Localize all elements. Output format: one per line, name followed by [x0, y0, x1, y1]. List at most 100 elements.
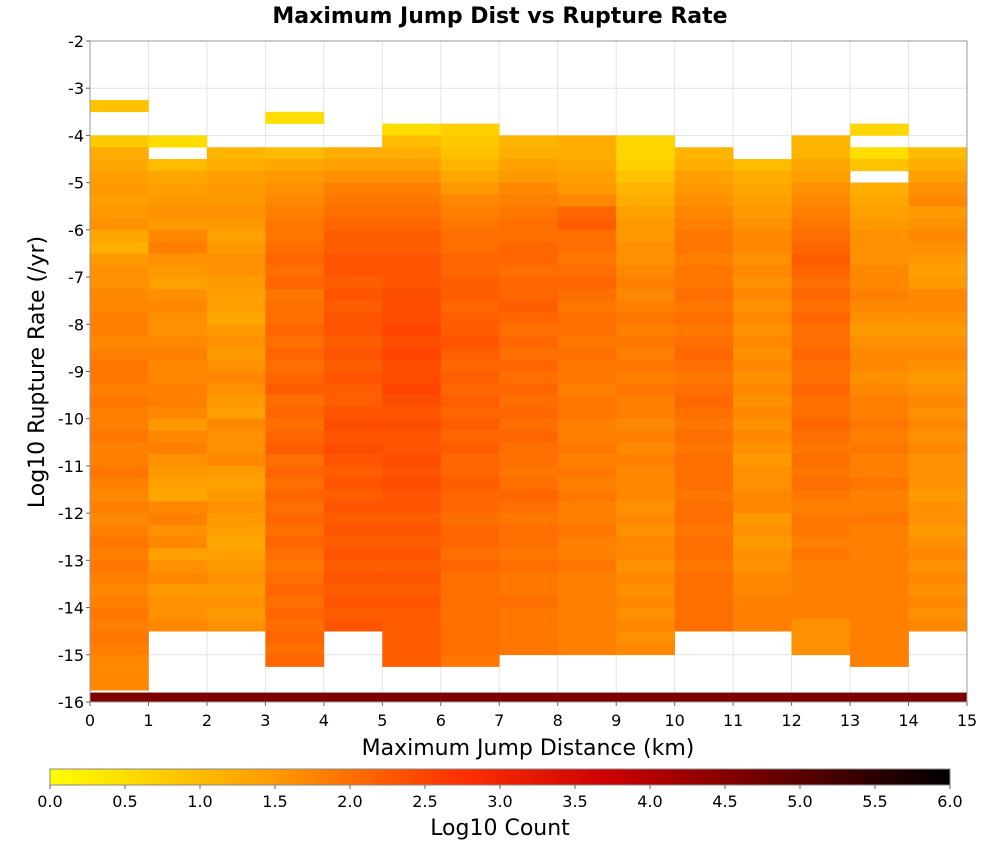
heatmap-cell — [674, 182, 734, 195]
heatmap-cell — [323, 465, 383, 479]
heatmap-cell — [90, 513, 149, 526]
heatmap-cell — [265, 406, 325, 420]
heatmap-cell — [206, 513, 266, 526]
heatmap-cell — [557, 182, 617, 195]
heatmap-cell — [674, 383, 734, 396]
heatmap-cell — [908, 583, 968, 597]
heatmap-cell — [382, 642, 442, 656]
heatmap-cell — [557, 324, 617, 337]
heatmap-cell — [323, 336, 383, 349]
heatmap-cell — [674, 288, 734, 301]
heatmap-cell — [557, 206, 617, 219]
heatmap-cell — [382, 631, 442, 644]
heatmap-cell — [382, 406, 442, 420]
heatmap-cell — [674, 159, 734, 172]
heatmap-cell — [791, 265, 851, 278]
heatmap-cell — [440, 336, 500, 349]
heatmap-cell — [440, 123, 500, 136]
heatmap-cell — [265, 560, 325, 573]
heatmap-cell — [265, 654, 325, 667]
heatmap-cell — [148, 583, 208, 597]
heatmap-cell — [382, 465, 442, 479]
heatmap-cell — [382, 135, 442, 148]
heatmap-cell — [499, 194, 559, 207]
heatmap-cell — [90, 336, 149, 349]
heatmap-cell — [148, 454, 208, 467]
heatmap-cell — [148, 607, 208, 620]
heatmap-cell — [206, 454, 266, 467]
heatmap-cell — [382, 206, 442, 219]
heatmap-cell — [908, 595, 968, 608]
heatmap-cell — [791, 454, 851, 467]
heatmap-cell — [616, 383, 675, 396]
y-tick-label: -11 — [58, 457, 84, 476]
heatmap-cell — [850, 194, 909, 207]
heatmap-cell — [440, 324, 500, 337]
colorbar-tick-label: 0.0 — [37, 792, 62, 811]
heatmap-cell — [850, 229, 909, 242]
heatmap-cell — [733, 159, 792, 172]
heatmap-cell — [323, 194, 383, 207]
heatmap-cell — [674, 371, 734, 384]
heatmap-cell — [382, 194, 442, 207]
heatmap-cell — [90, 418, 149, 431]
heatmap-cell — [733, 477, 792, 490]
heatmap-cell — [616, 347, 675, 360]
heatmap-cell — [90, 607, 149, 620]
heatmap-cell — [908, 619, 968, 632]
heatmap-cell — [791, 371, 851, 384]
heatmap-cell — [733, 395, 792, 408]
heatmap-cell — [265, 265, 325, 278]
heatmap-cell — [791, 560, 851, 573]
heatmap-cell — [265, 607, 325, 620]
heatmap-cell — [791, 418, 851, 431]
heatmap-cell — [733, 607, 792, 620]
heatmap-cell — [440, 277, 500, 290]
heatmap-cell — [557, 583, 617, 597]
heatmap-cell — [908, 465, 968, 479]
heatmap-cell — [557, 170, 617, 183]
heatmap-cell — [908, 513, 968, 526]
heatmap-cell — [265, 595, 325, 608]
heatmap-cell — [265, 418, 325, 431]
heatmap-cell — [265, 147, 325, 160]
heatmap-cell — [733, 324, 792, 337]
heatmap-cell — [733, 170, 792, 183]
heatmap-cell — [557, 513, 617, 526]
heatmap-cell — [557, 619, 617, 632]
heatmap-cell — [908, 170, 968, 183]
heatmap-cell — [148, 336, 208, 349]
heatmap-cell — [499, 218, 559, 231]
x-tick-label: 5 — [377, 711, 387, 730]
heatmap-cell — [850, 454, 909, 467]
heatmap-cell — [323, 383, 383, 396]
heatmap-cell — [908, 524, 968, 538]
heatmap-cell — [791, 147, 851, 160]
heatmap-cell — [616, 406, 675, 420]
heatmap-cell — [148, 324, 208, 337]
heatmap-cell — [323, 536, 383, 549]
heatmap-cell — [674, 206, 734, 219]
heatmap-cell — [908, 159, 968, 172]
heatmap-cell — [382, 583, 442, 597]
heatmap-cell — [557, 595, 617, 608]
heatmap-cell — [90, 159, 149, 172]
heatmap-cell — [499, 206, 559, 219]
heatmap-cell — [557, 631, 617, 644]
heatmap-cell — [440, 359, 500, 372]
heatmap-cell — [206, 277, 266, 290]
heatmap-cell — [674, 465, 734, 479]
x-tick-label: 12 — [781, 711, 801, 730]
heatmap-cell — [733, 524, 792, 538]
heatmap-cell — [148, 206, 208, 219]
heatmap-cell — [265, 288, 325, 301]
heatmap-cell — [499, 324, 559, 337]
heatmap-cell — [440, 147, 500, 160]
heatmap-cell — [557, 147, 617, 160]
heatmap-cell — [616, 595, 675, 608]
heatmap-cell — [791, 442, 851, 455]
heatmap-cell — [440, 241, 500, 254]
heatmap-cell — [499, 135, 559, 148]
heatmap-cell — [440, 477, 500, 490]
heatmap-cell — [791, 477, 851, 490]
